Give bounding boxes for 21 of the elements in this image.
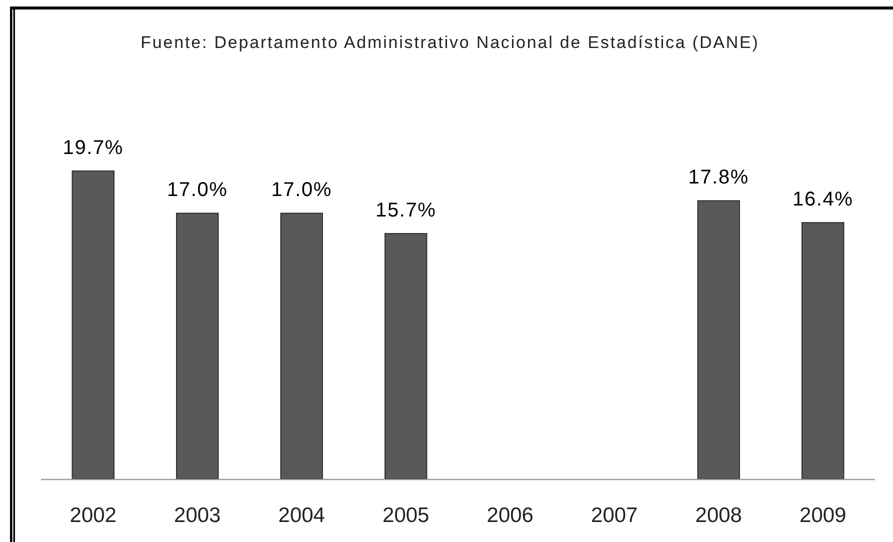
data-label: 16.4% (792, 188, 854, 211)
data-label: 19.7% (62, 137, 124, 159)
data-label: 17.0% (271, 179, 332, 202)
x-tick-label: 2002 (70, 504, 116, 527)
x-tick-label: 2006 (486, 504, 534, 527)
x-tick-label: 2005 (382, 504, 430, 527)
x-tick-label: 2009 (800, 504, 846, 527)
data-label: 15.7% (376, 200, 436, 222)
source-note: Fuente: Departamento Administrativo Nacional de Estadística (DANE) (140, 33, 760, 52)
bar (72, 170, 114, 480)
bar (384, 233, 428, 480)
bar (697, 200, 740, 480)
x-tick-label: 2004 (278, 504, 326, 527)
x-tick-label: 2003 (174, 504, 221, 527)
bar (176, 212, 219, 480)
data-label: 17.0% (167, 179, 228, 202)
bar (280, 212, 323, 480)
bar (802, 222, 844, 480)
x-tick-label: 2008 (695, 504, 742, 527)
data-label: 17.8% (688, 166, 749, 189)
x-tick-label: 2007 (591, 504, 638, 527)
